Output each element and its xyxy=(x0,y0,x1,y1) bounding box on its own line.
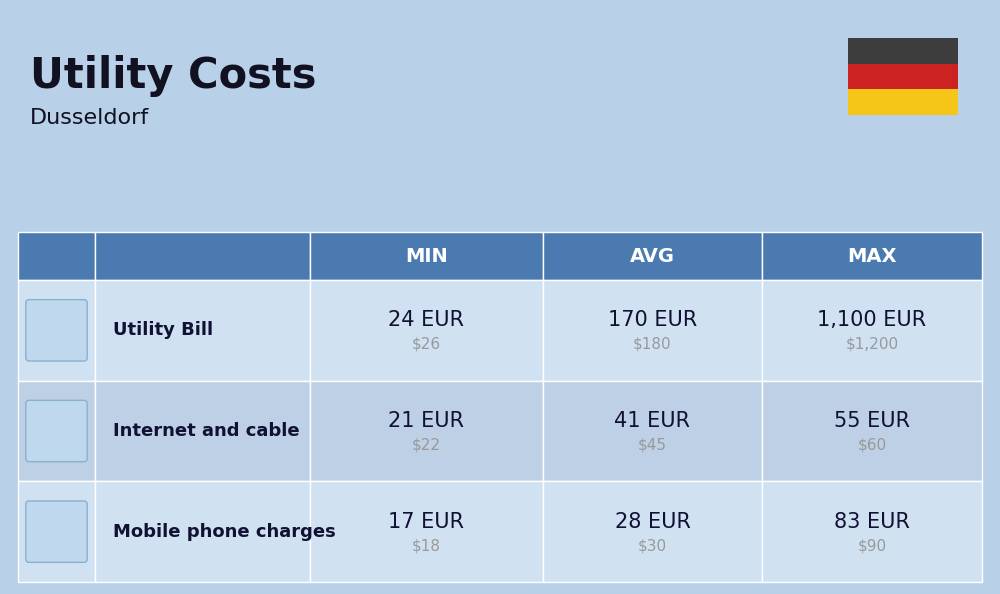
Text: Utility Costs: Utility Costs xyxy=(30,55,316,97)
Bar xyxy=(762,232,982,280)
Text: Internet and cable: Internet and cable xyxy=(113,422,300,440)
Text: $1,200: $1,200 xyxy=(845,337,899,352)
Text: $45: $45 xyxy=(638,438,667,453)
Bar xyxy=(543,381,762,481)
Text: $90: $90 xyxy=(857,538,887,553)
Bar xyxy=(543,481,762,582)
Text: 21 EUR: 21 EUR xyxy=(388,411,464,431)
Text: $26: $26 xyxy=(412,337,441,352)
Text: $22: $22 xyxy=(412,438,441,453)
Bar xyxy=(310,481,543,582)
Bar xyxy=(543,280,762,381)
Bar xyxy=(762,381,982,481)
Text: 41 EUR: 41 EUR xyxy=(614,411,690,431)
Text: 1,100 EUR: 1,100 EUR xyxy=(817,310,927,330)
Bar xyxy=(95,381,310,481)
Text: $180: $180 xyxy=(633,337,672,352)
Bar xyxy=(543,232,762,280)
Text: MAX: MAX xyxy=(847,247,897,266)
Bar xyxy=(310,280,543,381)
Bar xyxy=(848,89,958,115)
Bar xyxy=(310,381,543,481)
Text: 17 EUR: 17 EUR xyxy=(388,511,464,532)
Bar xyxy=(95,232,310,280)
Text: 83 EUR: 83 EUR xyxy=(834,511,910,532)
Text: 55 EUR: 55 EUR xyxy=(834,411,910,431)
Text: $60: $60 xyxy=(857,438,887,453)
Bar xyxy=(18,381,95,481)
Bar xyxy=(848,64,958,89)
Bar xyxy=(18,481,95,582)
Bar xyxy=(95,280,310,381)
Text: 24 EUR: 24 EUR xyxy=(388,310,464,330)
FancyBboxPatch shape xyxy=(26,501,87,563)
Text: 28 EUR: 28 EUR xyxy=(615,511,690,532)
Bar xyxy=(848,38,958,64)
Text: Mobile phone charges: Mobile phone charges xyxy=(113,523,336,541)
Bar xyxy=(95,481,310,582)
FancyBboxPatch shape xyxy=(26,400,87,462)
Bar xyxy=(762,481,982,582)
Text: Utility Bill: Utility Bill xyxy=(113,321,213,339)
Text: 170 EUR: 170 EUR xyxy=(608,310,697,330)
FancyBboxPatch shape xyxy=(26,299,87,361)
Text: $30: $30 xyxy=(638,538,667,553)
Text: MIN: MIN xyxy=(405,247,448,266)
Bar xyxy=(18,232,95,280)
Bar xyxy=(18,280,95,381)
Bar xyxy=(762,280,982,381)
Text: Dusseldorf: Dusseldorf xyxy=(30,108,149,128)
Text: AVG: AVG xyxy=(630,247,675,266)
Text: $18: $18 xyxy=(412,538,441,553)
Bar xyxy=(310,232,543,280)
